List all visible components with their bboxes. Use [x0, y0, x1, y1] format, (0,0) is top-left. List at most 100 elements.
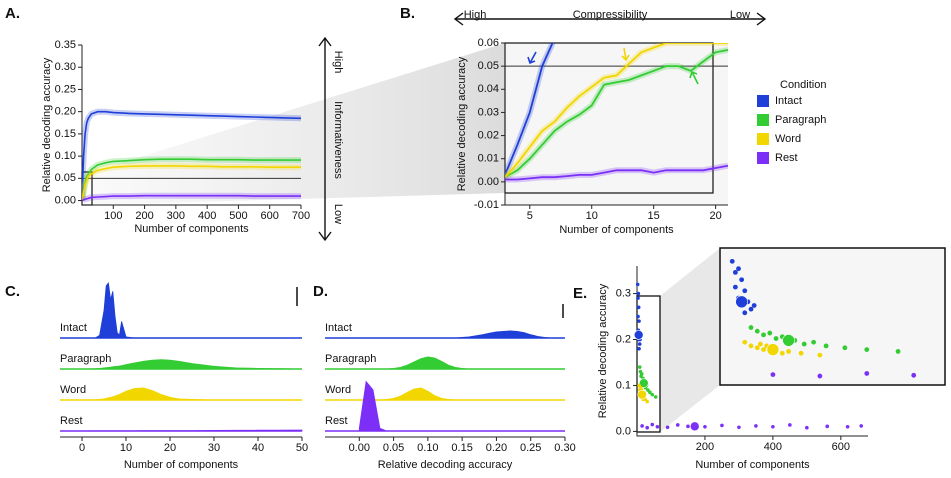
ridge-label: Word [325, 384, 351, 396]
point [845, 425, 850, 429]
inset-mean-point [735, 295, 748, 309]
y-tick-label: 0.25 [55, 83, 76, 95]
zoom-box [636, 295, 661, 433]
ridge-label: Paragraph [60, 353, 111, 365]
ridge-label: Word [60, 384, 86, 396]
panel-label: E. [573, 285, 587, 302]
inset-point [798, 350, 804, 356]
inset-point [754, 328, 760, 334]
axes [636, 266, 868, 437]
point [648, 390, 652, 395]
inset-point [732, 284, 738, 290]
series-line [505, 164, 728, 181]
legend-swatch [757, 133, 769, 145]
point [646, 388, 650, 392]
x-tick-label: 600 [832, 441, 850, 453]
x-tick-label: 300 [167, 210, 185, 222]
mean-point [638, 378, 649, 388]
point [675, 423, 680, 427]
point [636, 314, 640, 319]
x-tick-label: 200 [696, 441, 714, 453]
y-tick-label: 0.04 [478, 83, 499, 95]
y-tick-label: 0.35 [55, 39, 76, 51]
inset-point [811, 339, 816, 345]
point [640, 424, 644, 428]
y-axis-title: Relative decoding accuracy [597, 283, 609, 418]
x-tick-label: 10 [120, 442, 132, 454]
x-tick-label: 30 [208, 442, 220, 454]
point [653, 395, 658, 399]
ridge-label: Intact [60, 322, 87, 334]
point [645, 425, 649, 430]
y-tick-label: 0.1 [616, 379, 631, 391]
y-tick-label: 0.02 [478, 129, 499, 141]
density [358, 380, 565, 432]
point [637, 346, 641, 351]
density [359, 356, 565, 370]
inset-point [773, 336, 779, 341]
legend-label: Rest [775, 152, 798, 164]
axis-annotation: Low [332, 204, 344, 224]
panel-label: D. [313, 283, 328, 300]
inset-point [823, 343, 829, 349]
ridge-label: Rest [325, 415, 348, 427]
inset-point [779, 350, 785, 356]
point [636, 305, 641, 310]
inset-point [742, 339, 748, 345]
inset-point [751, 303, 757, 308]
legend-label: Word [775, 133, 801, 145]
x-tick-label: 20 [709, 210, 721, 222]
inset-point [742, 288, 748, 294]
series-line [82, 110, 302, 201]
y-axis-title: Relative decoding accuracy [456, 56, 468, 191]
x-tick-label: 15 [648, 210, 660, 222]
x-axis-title: Number of components [134, 223, 249, 235]
compressibility-arrow [453, 12, 767, 26]
inset-point [767, 330, 773, 336]
x-tick-label: 0.15 [451, 442, 472, 454]
point [650, 422, 655, 427]
informativeness-arrow [318, 36, 332, 242]
density [60, 359, 303, 370]
y-tick-label: 0.20 [55, 106, 76, 118]
inset-point [864, 347, 870, 352]
x-tick-label: 5 [527, 210, 533, 222]
y-axis-title: Relative decoding accuracy [41, 57, 53, 192]
inset-point [736, 266, 741, 272]
mean-point [689, 421, 700, 432]
x-tick-label: 0.00 [349, 442, 370, 454]
inset-point [742, 310, 748, 316]
inset-point [864, 371, 870, 376]
series-line [505, 49, 728, 178]
point [686, 424, 690, 429]
inset-point [895, 349, 901, 354]
inset-point [739, 277, 745, 283]
x-axis-title: Relative decoding accuracy [378, 459, 513, 471]
point [635, 282, 640, 287]
axis-annotation: Compressibility [573, 9, 648, 21]
x-tick-label: 40 [252, 442, 264, 454]
inset-point [748, 325, 754, 330]
legend-title: Condition [780, 79, 826, 91]
inset-point [729, 258, 735, 264]
density [60, 282, 302, 339]
inset-point [801, 341, 807, 347]
y-tick-label: 0.03 [478, 106, 499, 118]
inset-point [754, 345, 760, 351]
ridge-label: Intact [325, 322, 352, 334]
x-tick-label: 0 [79, 442, 85, 454]
legend-swatch [757, 95, 769, 107]
x-axis-title: Number of components [124, 459, 239, 471]
y-tick-label: 0.0 [616, 425, 631, 437]
y-tick-label: 0.06 [478, 37, 499, 49]
y-tick-label: 0.2 [616, 333, 631, 345]
x-tick-label: 0.05 [383, 442, 404, 454]
point [650, 392, 655, 397]
inset-frame [719, 247, 946, 386]
inset-point [761, 347, 766, 352]
inset-point [748, 343, 754, 349]
y-tick-label: 0.05 [55, 172, 76, 184]
series-line [82, 158, 301, 201]
inset-mean-point [782, 334, 795, 347]
x-tick-label: 0.10 [417, 442, 438, 454]
